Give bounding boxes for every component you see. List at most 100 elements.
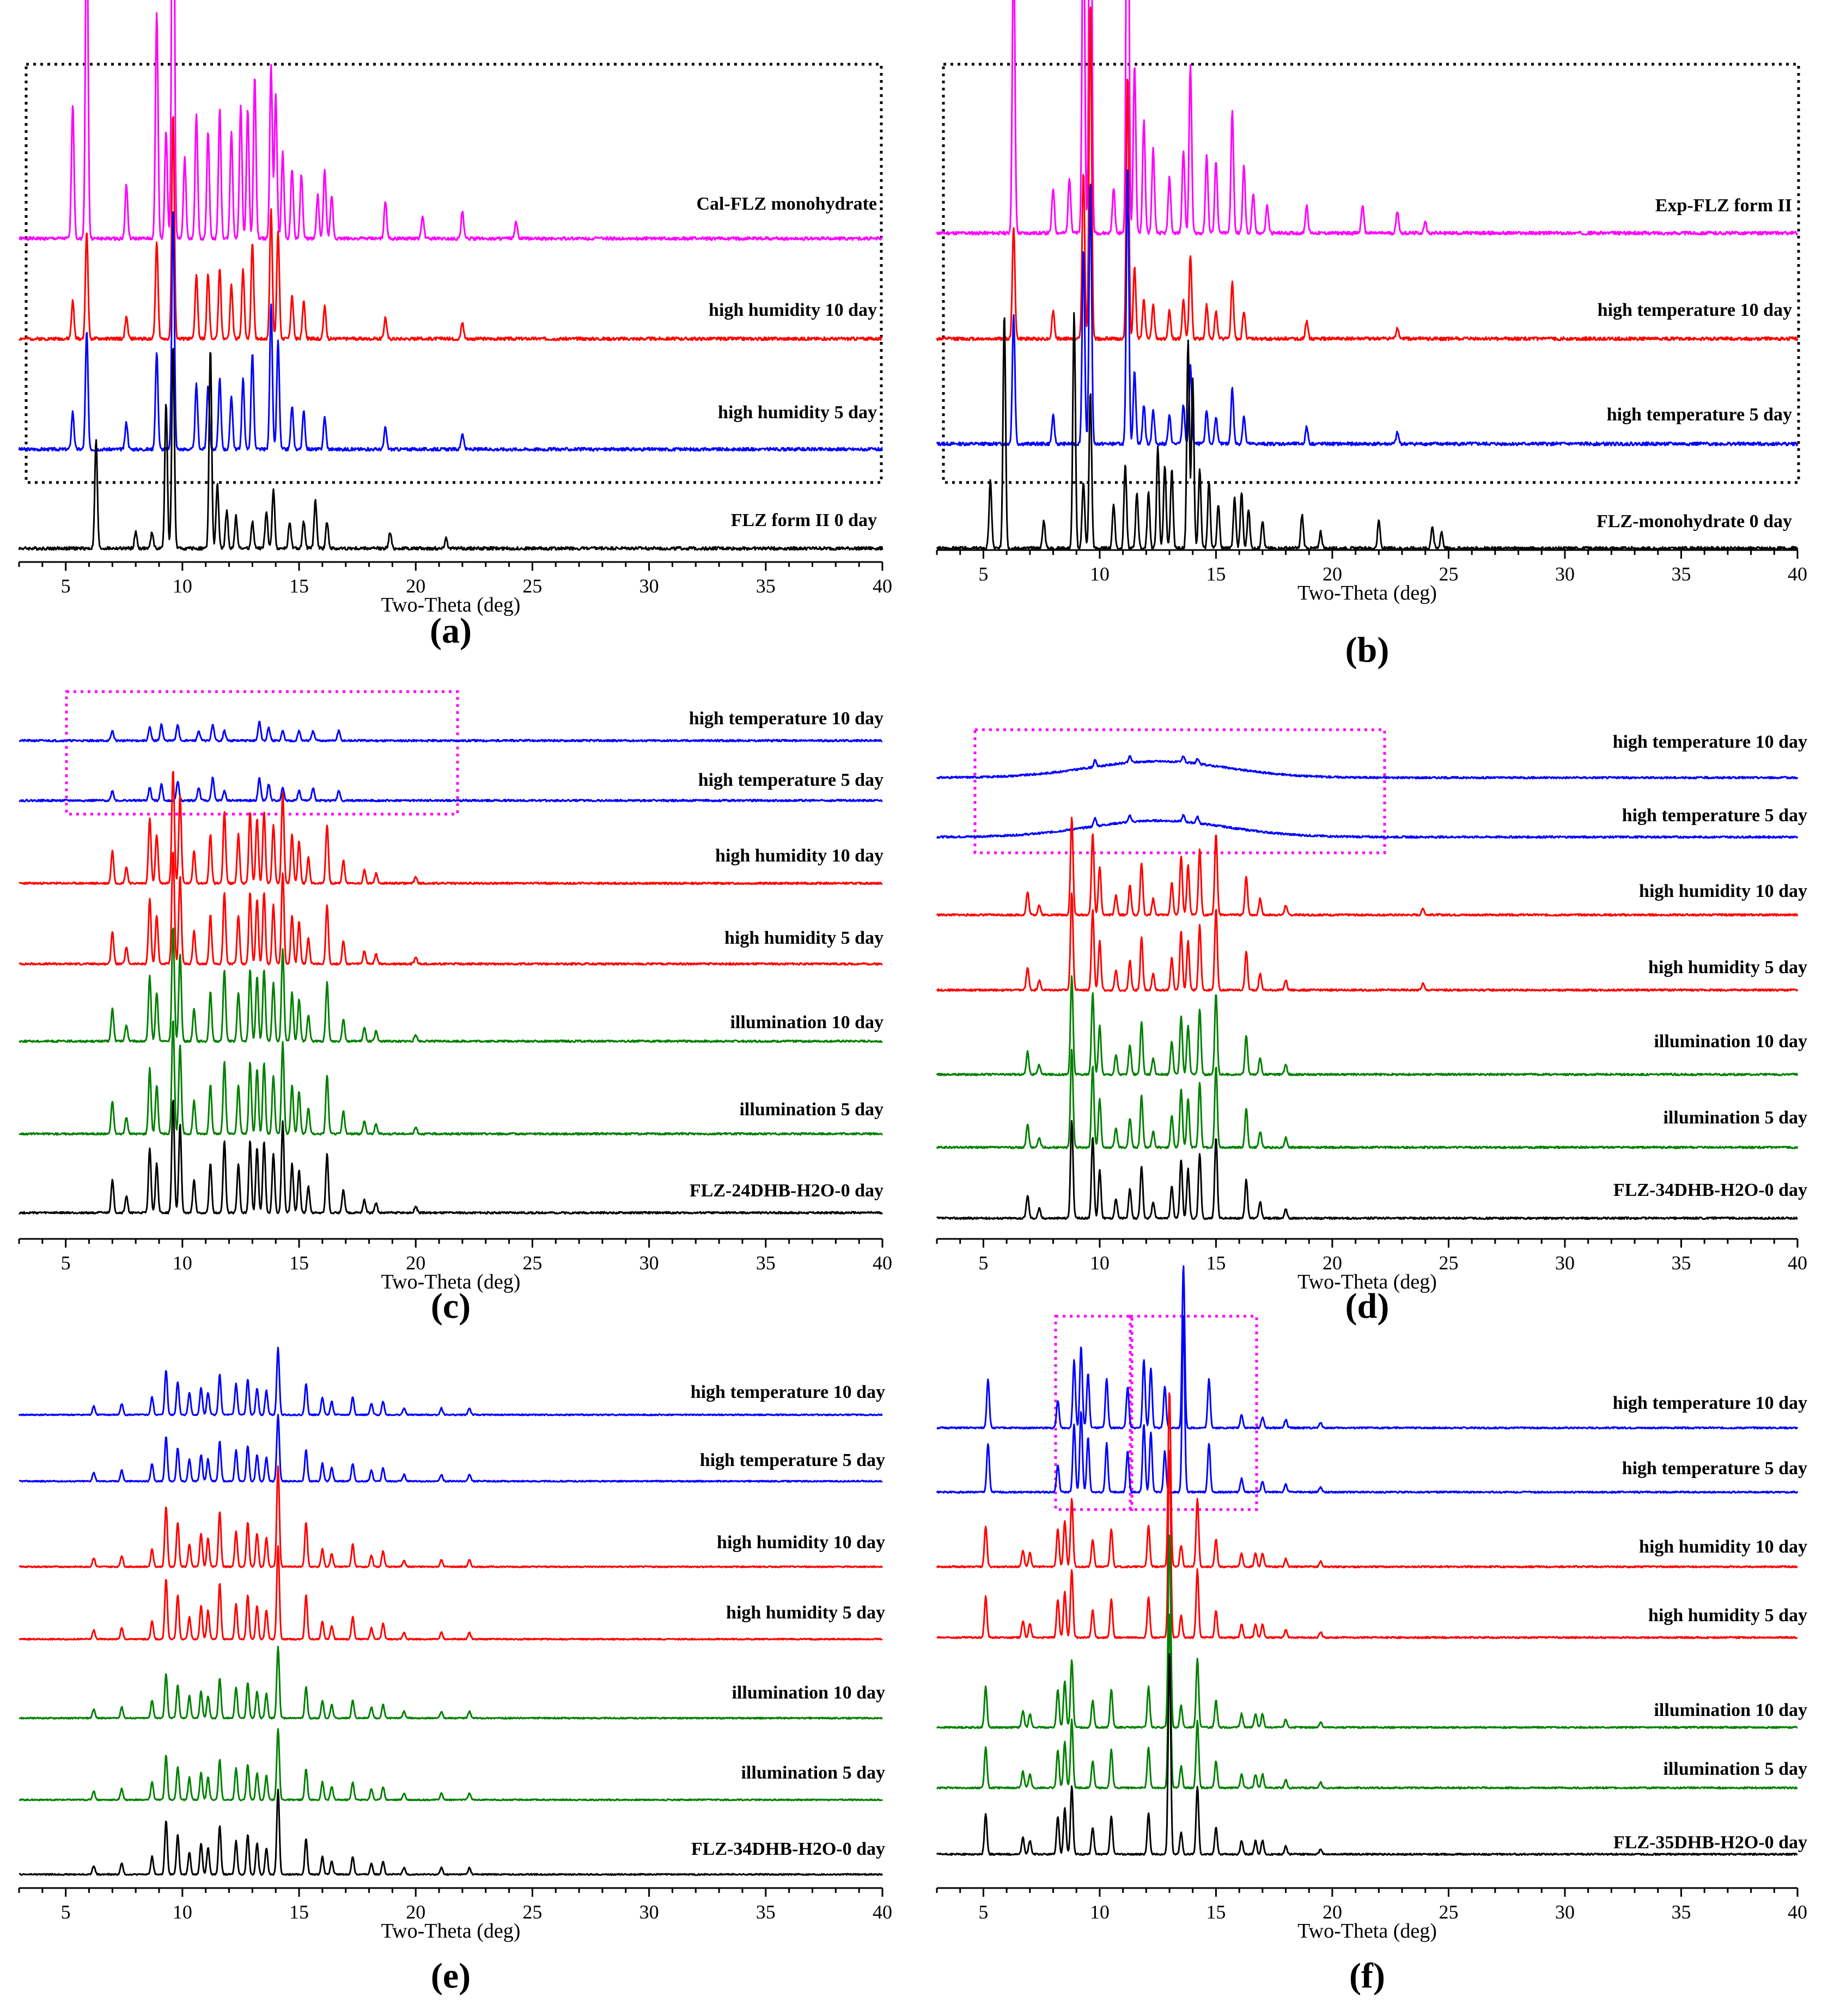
x-tick-label: 20 xyxy=(1323,563,1342,585)
panel-f: high temperature 10 day high temperature … xyxy=(936,1265,1807,1996)
panel-c: high temperature 10 day high temperature … xyxy=(18,690,892,1326)
panel-label: (f) xyxy=(1349,1956,1385,1996)
x-tick-label: 30 xyxy=(639,1901,659,1923)
series-line-3 xyxy=(18,211,883,452)
x-tick-label: 35 xyxy=(756,575,776,597)
x-tick-label: 35 xyxy=(1671,563,1691,585)
x-tick-label: 40 xyxy=(1788,563,1807,585)
x-tick-label: 15 xyxy=(1206,563,1226,585)
series-line-1 xyxy=(19,720,883,743)
series-label: high temperature 10 day xyxy=(1613,1393,1807,1413)
series-line-4 xyxy=(936,312,1799,551)
series-line-5 xyxy=(19,927,883,1043)
series-line-1 xyxy=(936,755,1799,780)
x-tick-label: 5 xyxy=(978,563,988,585)
series-label: high temperature 10 day xyxy=(689,708,883,729)
series-label: Cal-FLZ monohydrate xyxy=(697,194,878,214)
series-line-3 xyxy=(19,771,883,885)
series-line-4 xyxy=(936,892,1799,992)
series-label: illumination 10 day xyxy=(1654,1031,1807,1052)
x-tick-label: 10 xyxy=(173,575,192,597)
x-tick-label: 30 xyxy=(1555,1901,1575,1923)
series-line-3 xyxy=(936,1392,1798,1568)
panel-label: (e) xyxy=(431,1956,471,1996)
series-line-7 xyxy=(936,1120,1798,1220)
series-label: high humidity 10 day xyxy=(717,1532,885,1553)
series-line-7 xyxy=(936,1653,1798,1856)
x-axis-title: Two-Theta (deg) xyxy=(381,1270,521,1293)
series-label: FLZ-34DHB-H2O-0 day xyxy=(691,1839,885,1859)
series-line-1 xyxy=(936,1265,1799,1429)
x-tick-label: 5 xyxy=(61,1901,71,1923)
highlight-box xyxy=(1129,1315,1258,1511)
x-tick-label: 20 xyxy=(1323,1252,1342,1274)
series-line-6 xyxy=(936,1048,1799,1150)
series-label: FLZ-monohydrate 0 day xyxy=(1596,511,1792,532)
x-tick-label: 20 xyxy=(406,1901,425,1923)
series-line-2 xyxy=(19,777,883,803)
panel-e: high temperature 10 day high temperature … xyxy=(18,1347,892,1996)
series-line-3 xyxy=(936,816,1799,917)
series-label: high temperature 10 day xyxy=(691,1382,885,1402)
series-line-2 xyxy=(18,116,883,341)
x-tick-label: 40 xyxy=(1788,1252,1807,1274)
x-tick-label: 5 xyxy=(61,1252,71,1274)
x-tick-label: 25 xyxy=(1439,1901,1458,1923)
series-label: illumination 5 day xyxy=(741,1763,885,1783)
x-tick-label: 10 xyxy=(1090,1901,1110,1923)
x-tick-label: 25 xyxy=(522,1252,542,1274)
series-label: illumination 5 day xyxy=(1663,1759,1807,1779)
series-label: illumination 5 day xyxy=(1663,1108,1807,1128)
series-line-2 xyxy=(19,1414,883,1483)
x-tick-label: 35 xyxy=(756,1252,776,1274)
series-label: FLZ form II 0 day xyxy=(731,510,877,530)
series-label: high temperature 5 day xyxy=(1622,805,1807,826)
x-tick-label: 30 xyxy=(639,1252,659,1274)
series-line-4 xyxy=(19,852,883,966)
series-line-1 xyxy=(936,0,1799,236)
series-label: FLZ-24DHB-H2O-0 day xyxy=(690,1181,883,1201)
x-tick-label: 15 xyxy=(289,1901,309,1923)
series-label: FLZ-35DHB-H2O-0 day xyxy=(1613,1832,1807,1853)
series-label: illumination 10 day xyxy=(1654,1700,1807,1720)
panel-a: Cal-FLZ monohydrate high humidity 10 day h… xyxy=(18,0,892,651)
series-line-4 xyxy=(18,347,883,551)
series-line-7 xyxy=(19,1099,883,1215)
x-tick-label: 5 xyxy=(978,1901,988,1923)
panel-label: (a) xyxy=(430,611,472,651)
series-line-2 xyxy=(936,6,1799,341)
series-label: high temperature 5 day xyxy=(698,770,883,790)
x-tick-label: 20 xyxy=(1323,1901,1342,1923)
panel-label: (b) xyxy=(1345,630,1390,670)
series-label: high humidity 5 day xyxy=(726,1603,885,1623)
x-tick-label: 40 xyxy=(873,575,892,597)
series-label: high humidity 5 day xyxy=(1648,957,1807,978)
x-tick-label: 30 xyxy=(1555,1252,1575,1274)
x-tick-label: 10 xyxy=(173,1901,192,1923)
x-axis-title: Two-Theta (deg) xyxy=(381,594,521,616)
x-tick-label: 35 xyxy=(756,1901,776,1923)
series-line-5 xyxy=(936,1534,1798,1729)
x-tick-label: 30 xyxy=(1555,563,1575,585)
x-tick-label: 20 xyxy=(406,1252,425,1274)
x-tick-label: 25 xyxy=(1439,1252,1458,1274)
series-label: FLZ-34DHB-H2O-0 day xyxy=(1613,1180,1807,1200)
highlight-box xyxy=(65,690,459,816)
x-tick-label: 15 xyxy=(289,1252,309,1274)
series-line-4 xyxy=(19,1545,883,1641)
x-tick-label: 35 xyxy=(1671,1901,1691,1923)
x-tick-label: 15 xyxy=(1206,1901,1226,1923)
series-line-1 xyxy=(18,1347,883,1416)
x-tick-label: 40 xyxy=(873,1901,892,1923)
x-tick-label: 25 xyxy=(522,1901,542,1923)
x-tick-label: 20 xyxy=(406,575,425,597)
series-line-3 xyxy=(19,1465,883,1568)
series-label: high humidity 10 day xyxy=(1639,1537,1807,1557)
series-label: high temperature 5 day xyxy=(1607,405,1792,425)
x-tick-label: 30 xyxy=(639,575,659,597)
series-label: illumination 10 day xyxy=(732,1683,885,1703)
series-label: high temperature 10 day xyxy=(1613,732,1807,752)
series-label: high temperature 5 day xyxy=(1622,1458,1807,1479)
highlight-box xyxy=(25,63,883,484)
series-line-6 xyxy=(19,1728,883,1801)
